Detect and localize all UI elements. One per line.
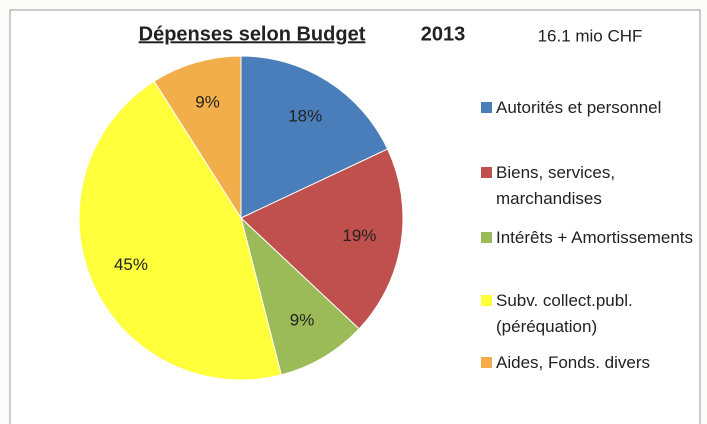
slice-label: 18% [288,106,322,125]
legend-label: Intérêts + Amortissements [496,228,693,247]
legend-label: Aides, Fonds. divers [496,353,651,372]
legend-swatch [481,357,492,368]
legend-swatch [481,232,492,243]
pie-slice [240,148,404,330]
total-annotation: 16.1 mio CHF [538,26,643,45]
pie-slice [240,216,360,376]
pie-slice [153,55,242,220]
slice-label: 45% [114,255,148,274]
slice-label: 19% [342,226,376,245]
legend-label: Subv. collect.publ. (péréquation) [496,291,633,336]
slice-label: 9% [290,311,315,330]
legend-label: Biens, services, marchandises [496,163,616,208]
legend-swatch [481,167,492,178]
pie-slice [78,80,282,381]
pie-slice [240,55,389,219]
slice-label: 9% [195,92,220,111]
legend-label: Autorités et personnel [496,98,662,117]
chart-title: Dépenses selon Budget [139,23,366,45]
legend-swatch [481,102,492,113]
legend-swatch [481,295,492,306]
chart-subtitle: 2013 [421,23,466,45]
